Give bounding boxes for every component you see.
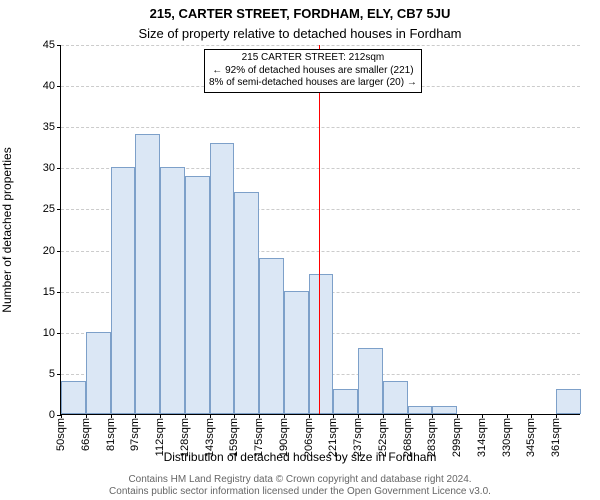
histogram-bar (259, 258, 284, 414)
y-tick-mark (57, 127, 61, 128)
y-tick-mark (57, 168, 61, 169)
y-tick-label: 10 (43, 327, 55, 339)
gridline (61, 45, 580, 46)
histogram-bar (383, 381, 408, 414)
histogram-bar (210, 143, 235, 414)
annotation-line3: 8% of semi-detached houses are larger (2… (209, 77, 417, 90)
histogram-bar (284, 291, 309, 414)
y-tick-mark (57, 333, 61, 334)
histogram-bar (309, 274, 334, 414)
y-tick-label: 30 (43, 162, 55, 174)
y-tick-mark (57, 251, 61, 252)
y-tick-label: 15 (43, 286, 55, 298)
x-tick-label: 66sqm (80, 414, 92, 451)
histogram-bar (61, 381, 86, 414)
y-tick-label: 25 (43, 203, 55, 215)
histogram-bar (135, 134, 160, 414)
histogram-bar (556, 389, 581, 414)
y-tick-mark (57, 86, 61, 87)
histogram-bar (333, 389, 358, 414)
histogram-bar (234, 192, 259, 414)
gridline (61, 127, 580, 128)
histogram-bar (111, 167, 136, 414)
x-tick-label: 50sqm (55, 414, 67, 451)
annotation-line1: 215 CARTER STREET: 212sqm (209, 52, 417, 65)
histogram-bar (408, 406, 433, 414)
histogram-bar (160, 167, 185, 414)
y-tick-label: 40 (43, 80, 55, 92)
x-tick-label: 97sqm (129, 414, 141, 451)
footer: Contains HM Land Registry data © Crown c… (0, 474, 600, 498)
reference-line (319, 45, 320, 414)
y-tick-mark (57, 45, 61, 46)
y-tick-mark (57, 209, 61, 210)
footer-line2: Contains public sector information licen… (0, 486, 600, 498)
y-tick-label: 45 (43, 39, 55, 51)
chart-title-line1: 215, CARTER STREET, FORDHAM, ELY, CB7 5J… (0, 6, 600, 21)
y-tick-label: 5 (49, 368, 55, 380)
plot-area: 05101520253035404550sqm66sqm81sqm97sqm11… (60, 45, 580, 415)
histogram-bar (185, 176, 210, 414)
annotation-line2: ← 92% of detached houses are smaller (22… (209, 65, 417, 78)
chart-title-line2: Size of property relative to detached ho… (0, 26, 600, 41)
footer-line1: Contains HM Land Registry data © Crown c… (0, 474, 600, 486)
x-axis-label: Distribution of detached houses by size … (0, 450, 600, 464)
y-axis-label: Number of detached properties (0, 45, 20, 415)
histogram-bar (358, 348, 383, 414)
chart-container: 215, CARTER STREET, FORDHAM, ELY, CB7 5J… (0, 0, 600, 500)
y-tick-label: 20 (43, 245, 55, 257)
x-tick-label: 81sqm (105, 414, 117, 451)
y-tick-label: 35 (43, 121, 55, 133)
histogram-bar (432, 406, 457, 414)
y-tick-mark (57, 292, 61, 293)
annotation-box: 215 CARTER STREET: 212sqm← 92% of detach… (204, 49, 422, 93)
histogram-bar (86, 332, 111, 414)
y-tick-mark (57, 374, 61, 375)
